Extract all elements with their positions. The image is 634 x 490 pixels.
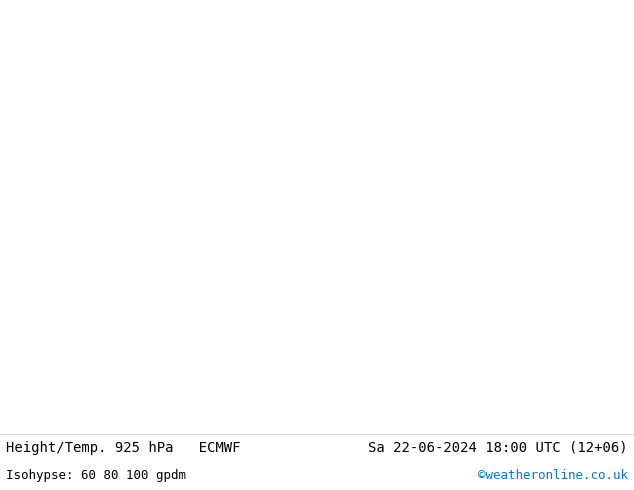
Text: Height/Temp. 925 hPa   ECMWF: Height/Temp. 925 hPa ECMWF bbox=[6, 441, 241, 455]
Text: Sa 22-06-2024 18:00 UTC (12+06): Sa 22-06-2024 18:00 UTC (12+06) bbox=[368, 441, 628, 455]
Text: ©weatheronline.co.uk: ©weatheronline.co.uk bbox=[477, 469, 628, 483]
Text: Isohypse: 60 80 100 gpdm: Isohypse: 60 80 100 gpdm bbox=[6, 469, 186, 483]
